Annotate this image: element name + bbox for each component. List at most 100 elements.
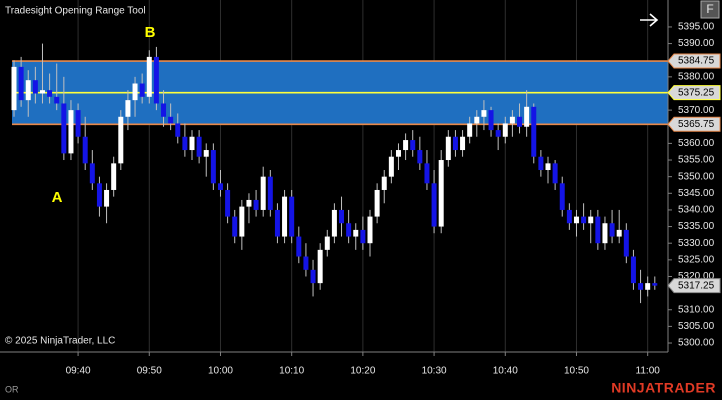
opening-range-high-flag	[667, 53, 721, 69]
candle-body	[54, 96, 60, 104]
candle-body	[239, 206, 245, 237]
y-tick-label: 5330.00	[678, 238, 715, 249]
y-tick-label: 5305.00	[678, 321, 715, 332]
nav-arrow[interactable]	[640, 13, 659, 27]
chart-title: Tradesight Opening Range Tool	[5, 6, 146, 17]
candle-body	[438, 160, 444, 227]
candle-body	[616, 229, 622, 237]
opening-range-layer	[12, 60, 668, 126]
candle-body	[75, 110, 81, 137]
candle-body	[189, 136, 195, 151]
candle-body	[89, 163, 95, 184]
x-tick-label: 10:20	[350, 366, 375, 377]
candle-body	[509, 116, 515, 124]
opening-range-high-label: 5384.75	[678, 56, 715, 67]
annotation: A	[52, 189, 63, 206]
axis-layer: 5395.00 5390.00 5380.00 5370.00 5360.00 5355.…	[66, 22, 721, 377]
candle-body	[353, 229, 359, 237]
candle-body	[118, 116, 124, 164]
candle-body	[161, 103, 167, 117]
opening-range-low-flag	[667, 116, 721, 132]
candle-body	[289, 196, 295, 237]
last-price-label: 5317.25	[678, 280, 715, 291]
opening-range-mid-label: 5375.25	[678, 87, 715, 98]
candle-body	[467, 123, 473, 137]
candle-body	[431, 183, 437, 227]
candle-body	[581, 216, 587, 224]
candle-body	[595, 216, 601, 244]
candle-body	[282, 196, 288, 237]
candle-body	[524, 106, 530, 127]
candle-body	[410, 140, 416, 151]
candle-body	[495, 130, 501, 137]
candle-body	[39, 90, 45, 94]
candle-body	[104, 189, 110, 207]
toolbar-button[interactable]	[700, 0, 720, 19]
candle-body	[552, 163, 558, 184]
candle-body	[424, 163, 430, 184]
candle-body	[346, 223, 352, 237]
candle-body	[609, 223, 615, 237]
logo: NINJATRADER	[611, 380, 716, 396]
candle-body	[132, 83, 138, 101]
candle-body	[310, 269, 316, 284]
x-tick-label: 09:40	[66, 366, 91, 377]
candle-body	[274, 209, 280, 237]
y-tick-label: 5380.00	[678, 71, 715, 82]
candle-body	[303, 256, 309, 270]
candle-body	[47, 90, 53, 97]
y-tick-label: 5355.00	[678, 155, 715, 166]
y-tick-label: 5300.00	[678, 338, 715, 349]
candle-body	[545, 163, 551, 171]
y-tick-label: 5340.00	[678, 205, 715, 216]
candle-body	[360, 229, 366, 244]
candle-body	[217, 183, 223, 190]
y-tick-label: 5395.00	[678, 22, 715, 33]
x-tick-label: 10:10	[279, 366, 304, 377]
candle-body	[381, 176, 387, 190]
candle-body	[125, 100, 131, 117]
candle-body	[32, 80, 38, 94]
candle-body	[339, 209, 345, 224]
candle-body	[538, 156, 544, 171]
x-tick-label: 10:00	[208, 366, 233, 377]
candle-body	[331, 209, 337, 237]
candle-body	[18, 66, 24, 101]
candle-body	[573, 216, 579, 224]
opening-range-mid-flag	[667, 85, 721, 101]
candle-body	[146, 56, 152, 97]
toolbar-button-label[interactable]: F	[706, 2, 713, 16]
candle-body	[68, 110, 74, 154]
x-tick-label: 11:00	[636, 366, 661, 377]
candle-body	[153, 56, 159, 104]
candle-body	[203, 150, 209, 157]
candle-body	[388, 156, 394, 177]
candle-body	[182, 136, 188, 151]
candle-body	[403, 140, 409, 151]
candle-body	[602, 223, 608, 244]
y-tick-label: 5390.00	[678, 38, 715, 49]
last-price-flag	[667, 278, 721, 294]
candle-body	[367, 216, 373, 244]
candle-body	[452, 136, 458, 151]
y-tick-label: 5310.00	[678, 304, 715, 315]
candle-body	[317, 249, 323, 284]
candle-body	[82, 136, 88, 164]
candle-body	[623, 229, 629, 257]
candle-body	[481, 110, 487, 117]
candle-body	[417, 150, 423, 164]
arrow-head	[649, 13, 659, 27]
candle-body	[488, 110, 494, 131]
x-tick-label: 09:50	[137, 366, 162, 377]
candle-body	[566, 209, 572, 224]
candle-body	[267, 176, 273, 210]
candle-body	[246, 199, 252, 207]
candle-body	[445, 136, 451, 161]
candle-body	[395, 150, 401, 157]
candle-body	[559, 183, 565, 210]
y-tick-label: 5325.00	[678, 254, 715, 265]
candle-body	[168, 116, 174, 124]
candle-body	[175, 123, 181, 137]
copyright: © 2025 NinjaTrader, LLC	[5, 336, 115, 347]
x-tick-label: 10:40	[493, 366, 518, 377]
